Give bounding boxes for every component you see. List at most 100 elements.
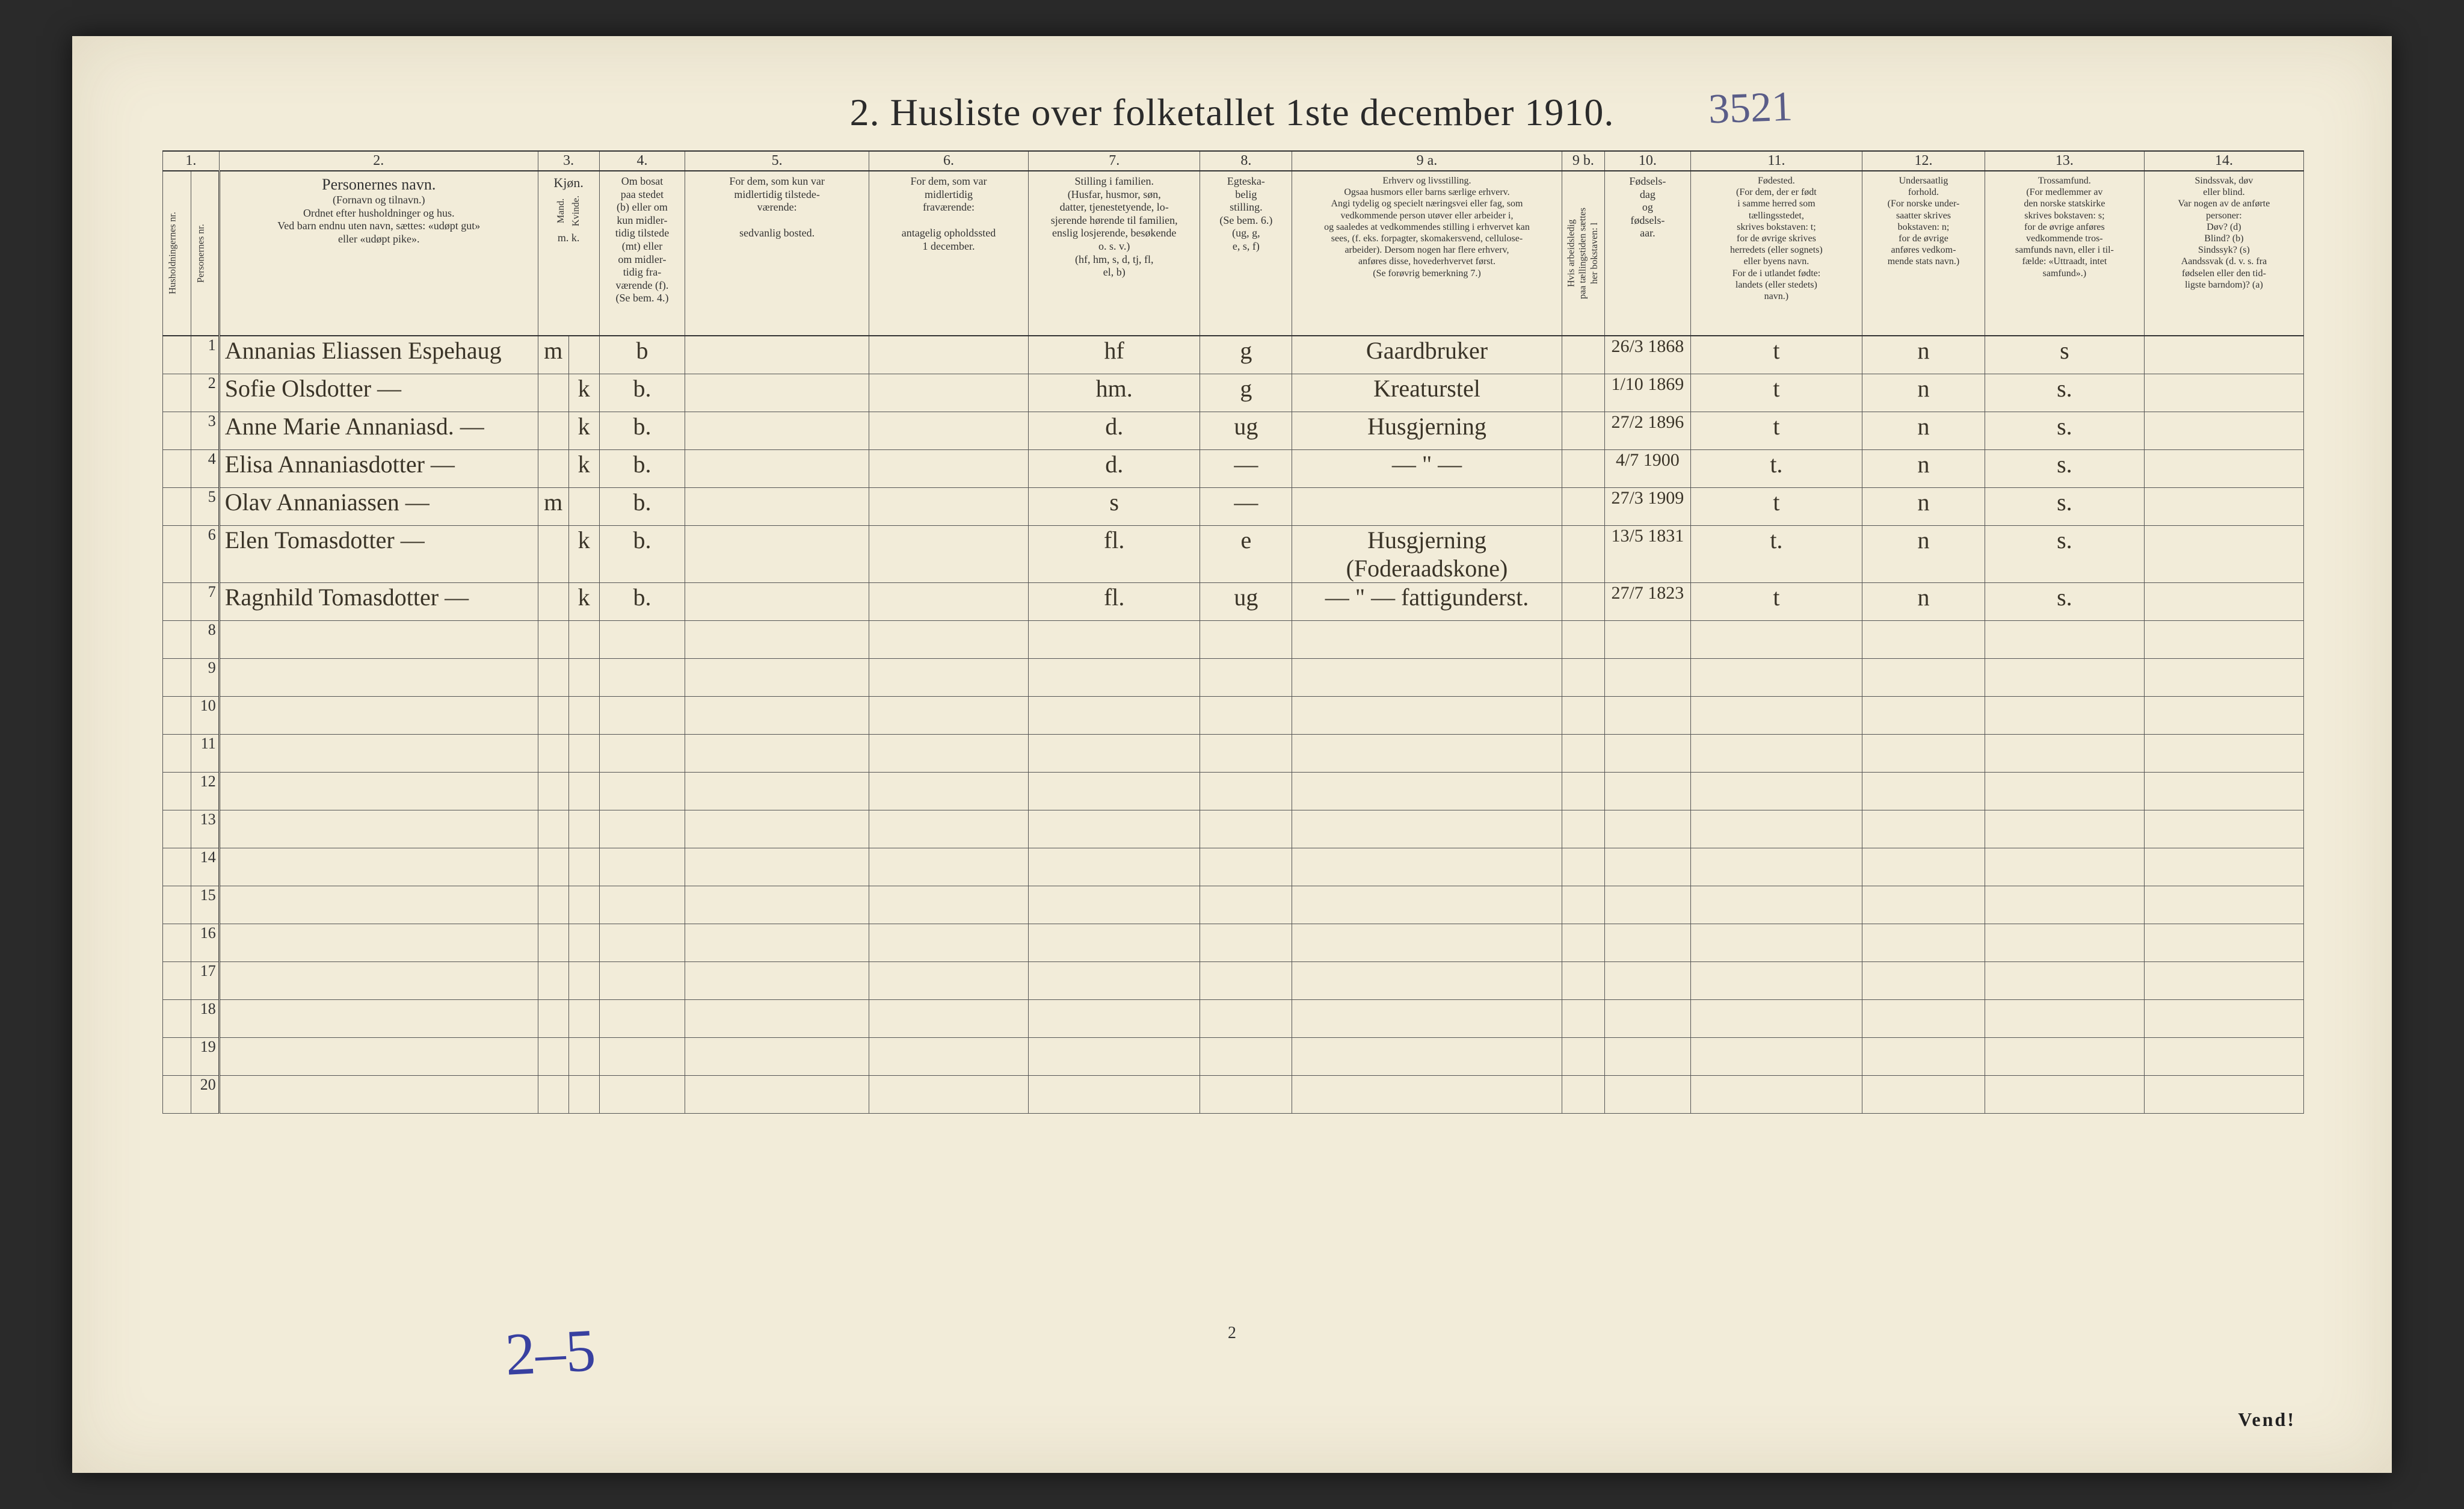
cell-fs: t (1690, 374, 1862, 412)
cell-ss (2144, 412, 2303, 450)
cell-blank (1562, 924, 1604, 962)
header-mk: m. k. (542, 232, 596, 245)
table-row: 2Sofie Olsdotter —kb.hm.gKreaturstel1/10… (163, 374, 2304, 412)
cell-blank (599, 659, 685, 697)
cell-personnr: 13 (191, 810, 219, 848)
cell-personnr: 6 (191, 526, 219, 583)
cell-blank (1029, 659, 1200, 697)
header-kvinde: Kvinde. (570, 196, 582, 226)
table-row-blank: 10 (163, 697, 2304, 735)
cell-erhv (1292, 488, 1562, 526)
cell-blank (869, 924, 1029, 962)
cell-eg: e (1200, 526, 1292, 583)
cell-fam: hf (1029, 336, 1200, 374)
table-row-blank: 9 (163, 659, 2304, 697)
cell-blank (1292, 1038, 1562, 1076)
cell-blank (1200, 659, 1292, 697)
cell-fam: fl. (1029, 583, 1200, 621)
cell-hushold (163, 773, 191, 810)
cell-eg: — (1200, 450, 1292, 488)
cell-blank (1029, 924, 1200, 962)
table-row-blank: 20 (163, 1076, 2304, 1114)
colnum: 10. (1605, 151, 1691, 171)
cell-tro: s (1985, 336, 2144, 374)
cell-blank (1029, 1000, 1200, 1038)
cell-hushold (163, 526, 191, 583)
cell-personnr: 16 (191, 924, 219, 962)
cell-blank (538, 659, 568, 697)
cell-blank (538, 924, 568, 962)
cell-l (1562, 488, 1604, 526)
cell-blank (1200, 1038, 1292, 1076)
cell-blank (1562, 848, 1604, 886)
cell-res: b. (599, 583, 685, 621)
page-title: 2. Husliste over folketallet 1ste decemb… (72, 90, 2392, 135)
header-personnr: Personernes nr. (191, 171, 219, 336)
cell-blank (1562, 697, 1604, 735)
cell-blank (869, 962, 1029, 1000)
cell-blank (1690, 621, 1862, 659)
cell-name: Ragnhild Tomasdotter — (219, 583, 538, 621)
cell-c6 (685, 488, 869, 526)
cell-blank (869, 659, 1029, 697)
colnum: 11. (1690, 151, 1862, 171)
cell-hushold (163, 962, 191, 1000)
cell-blank (1562, 1000, 1604, 1038)
cell-us: n (1862, 412, 1985, 450)
cell-dob: 27/7 1823 (1605, 583, 1691, 621)
cell-blank (685, 697, 869, 735)
cell-blank (219, 1000, 538, 1038)
bottom-annotation: 2–5 (504, 1315, 597, 1389)
cell-blank (1690, 924, 1862, 962)
header-arbeidsledig: Hvis arbeidsledig paa tællingstiden sætt… (1562, 171, 1604, 336)
cell-blank (685, 924, 869, 962)
table-row-blank: 13 (163, 810, 2304, 848)
cell-k (568, 488, 599, 526)
colnum: 3. (538, 151, 599, 171)
census-table-wrap: 1. 2. 3. 4. 5. 6. 7. 8. 9 a. 9 b. 10. 11… (162, 150, 2304, 1114)
cell-personnr: 17 (191, 962, 219, 1000)
cell-l (1562, 412, 1604, 450)
table-row-blank: 14 (163, 848, 2304, 886)
cell-personnr: 2 (191, 374, 219, 412)
cell-hushold (163, 1038, 191, 1076)
cell-c7 (869, 374, 1029, 412)
table-row-blank: 18 (163, 1000, 2304, 1038)
header-kjon-top: Kjøn. (542, 175, 596, 191)
cell-blank (1200, 924, 1292, 962)
cell-c6 (685, 412, 869, 450)
cell-dob: 4/7 1900 (1605, 450, 1691, 488)
cell-us: n (1862, 450, 1985, 488)
cell-dob: 13/5 1831 (1605, 526, 1691, 583)
cell-blank (1985, 1000, 2144, 1038)
cell-blank (685, 735, 869, 773)
cell-m: m (538, 336, 568, 374)
cell-m (538, 374, 568, 412)
cell-blank (599, 1000, 685, 1038)
column-number-row: 1. 2. 3. 4. 5. 6. 7. 8. 9 a. 9 b. 10. 11… (163, 151, 2304, 171)
cell-blank (1292, 735, 1562, 773)
cell-l (1562, 526, 1604, 583)
cell-us: n (1862, 488, 1985, 526)
cell-blank (1690, 886, 1862, 924)
cell-blank (869, 621, 1029, 659)
cell-blank (538, 886, 568, 924)
cell-eg: g (1200, 336, 1292, 374)
cell-blank (219, 1076, 538, 1114)
cell-name: Olav Annaniassen — (219, 488, 538, 526)
cell-personnr: 14 (191, 848, 219, 886)
cell-blank (1292, 1000, 1562, 1038)
cell-blank (1292, 659, 1562, 697)
cell-blank (568, 735, 599, 773)
cell-blank (685, 1000, 869, 1038)
colnum: 7. (1029, 151, 1200, 171)
cell-blank (568, 1038, 599, 1076)
table-row-blank: 8 (163, 621, 2304, 659)
cell-personnr: 18 (191, 1000, 219, 1038)
cell-blank (1029, 962, 1200, 1000)
header-fodested: Fødested. (For dem, der er født i samme … (1690, 171, 1862, 336)
cell-tro: s. (1985, 450, 2144, 488)
cell-personnr: 11 (191, 735, 219, 773)
cell-hushold (163, 848, 191, 886)
cell-blank (1862, 810, 1985, 848)
